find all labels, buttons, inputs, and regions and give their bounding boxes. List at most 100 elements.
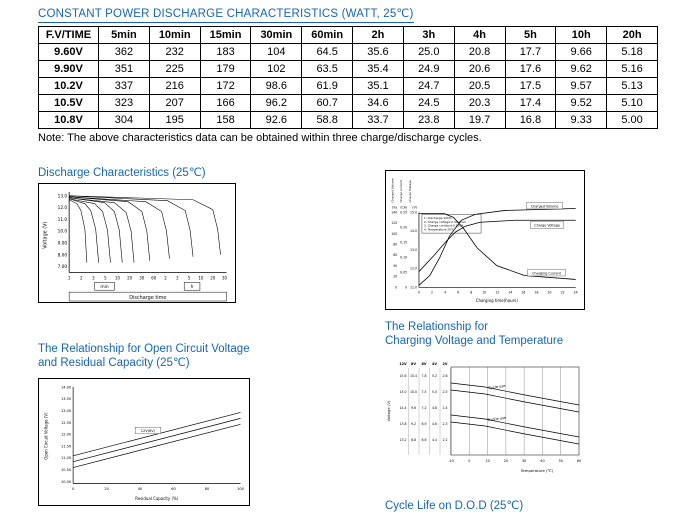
value-cell: 362 [98, 43, 150, 61]
percent-tick-labels: 140 120 100 80 60 40 20 0 [391, 210, 397, 289]
tick-label: 60 [577, 459, 581, 463]
trickle-use-line [450, 414, 580, 438]
tick-label: 60 [393, 253, 397, 257]
tick-label: 0 [395, 285, 397, 289]
ocv-chart-svg: Open Circuit Voltage (V) 14.00 13.50 13.00… [44, 385, 245, 501]
x-tick-labels: 0 20 40 60 80 100 [72, 487, 245, 491]
tick-label: 15.0 [399, 390, 406, 394]
x-axis-label: Discharge time [129, 295, 166, 301]
column-header: 3h [402, 26, 455, 44]
value-cell: 61.9 [301, 77, 354, 95]
tick-label: 2.6 [442, 374, 447, 378]
cycle-life-caption: Cycle Life on D.O.D (25℃) [385, 500, 524, 512]
xlabel-box [68, 291, 227, 302]
ocv-title-line1: The Relationship for Open Circuit Voltag… [38, 343, 250, 355]
value-cell: 5.13 [606, 77, 658, 95]
x-axis-label: Temperature (℃) [520, 468, 554, 473]
value-cell: 5.18 [606, 43, 658, 61]
cycle-use-label: Cycle use [488, 384, 506, 390]
tick-label: 9.6 [411, 406, 416, 410]
v-tick-labels: 15.0 14.0 13.0 12.0 11.0 [410, 210, 417, 289]
legend-line: 3. Charge constant:0.25CA [424, 224, 464, 228]
value-cell: 24.7 [402, 77, 455, 95]
tick-label: 0 [72, 487, 75, 491]
tick-label: 13.2 [399, 438, 406, 442]
plot-frame [450, 366, 580, 456]
table-header-row: F.V/TIME 5min 10min 15min 30min 60min 2h… [38, 26, 658, 44]
value-cell: 20.6 [453, 60, 506, 78]
cycle-use-line [450, 389, 580, 413]
x-tick-labels-h: 2 3 5 10 20 30 [164, 275, 227, 280]
column-header: 15min [199, 26, 252, 44]
discharge-chart-svg: Voltage (V) 13.0 12.0 11.0 10.0 9.00 8.00 7.00… [43, 191, 228, 302]
tick-label: 1 [68, 275, 71, 280]
value-cell: 102 [250, 60, 303, 78]
cycle-use-line [450, 382, 580, 406]
tick-label: 14 [508, 291, 512, 295]
power-table-body: 9.60V 362 232 183 104 64.5 35.6 25.0 20.8 17.7 9.6… [38, 43, 658, 129]
tick-label: 100 [237, 487, 244, 491]
y-tick-row: 13.2 8.8 6.6 4.4 2.2 [399, 438, 447, 442]
table-row: 9.60V 362 232 183 104 64.5 35.6 25.0 20.8 17.7 9.6… [38, 43, 658, 61]
tick-label: 5.2 [432, 374, 437, 378]
hour-unit-label: h [191, 284, 194, 290]
column-header: 60min [301, 26, 354, 44]
grid-lines [469, 367, 561, 455]
min-unit-box [94, 282, 115, 291]
temp-chart: Voltage (V) 12V 8V 6V 4V 2V 15.6 10.4 7.8 5.2 2.… [385, 355, 585, 490]
trickle-use-label: Trickle use [486, 416, 507, 423]
tick-label: 0.10 [400, 255, 407, 259]
value-cell: 179 [199, 60, 252, 78]
ocv-chart-title: The Relationship for Open Circuit Voltag… [38, 342, 250, 370]
value-cell: 98.6 [250, 77, 303, 95]
y-tick-row: 15.6 10.4 7.8 5.2 2.6 [399, 374, 447, 378]
value-cell: 225 [148, 60, 201, 78]
value-cell: 166 [199, 94, 252, 112]
value-cell: 60.7 [301, 94, 354, 112]
tick-label: 7.5 [421, 390, 426, 394]
tick-label: 140 [391, 210, 397, 214]
tick-label: 6.6 [421, 438, 426, 442]
temp-title-line2: Charging Voltage and Temperature [385, 335, 564, 347]
charged-volume-label-box [526, 202, 564, 210]
value-cell: 17.4 [504, 94, 557, 112]
value-cell: 96.2 [250, 94, 303, 112]
discharge-chart: Voltage (V) 13.0 12.0 11.0 10.0 9.00 8.00 7.00… [38, 183, 236, 303]
discharge-curve [69, 199, 88, 263]
tick-label: 0 [418, 291, 420, 295]
tick-label: 0.15 [400, 240, 407, 244]
note-text: Note: The above characteristics data can… [38, 132, 482, 144]
ocv-line [73, 418, 241, 463]
tick-label: 11.00 [61, 456, 72, 460]
tick-label: 9.2 [411, 422, 416, 426]
table-row: 10.5V 323 207 166 96.2 60.7 34.6 24.5 20.3 17.4 9.… [38, 94, 658, 112]
tick-label: 4.8 [432, 406, 437, 410]
tick-label: 11.0 [410, 285, 417, 289]
fv-cell: 9.90V [38, 60, 99, 78]
value-cell: 207 [148, 94, 201, 112]
charging-chart: Charged Volume Charge Current Charge Vol… [385, 170, 585, 310]
tick-label: 5.0 [432, 390, 437, 394]
tick-label: 12.0 [410, 267, 417, 271]
tick-label: 20 [104, 487, 109, 491]
value-cell: 323 [98, 94, 150, 112]
tick-label: 2.2 [442, 438, 447, 442]
tick-label: 24 [574, 291, 578, 295]
value-cell: 35.6 [352, 43, 404, 61]
y-tick-row: 14.4 9.6 7.2 4.8 2.4 [399, 406, 447, 410]
tick-label: 2V [443, 362, 448, 366]
value-cell: 9.66 [555, 43, 608, 61]
charged-volume-label: Charged Volume [531, 204, 559, 208]
tick-label: 20 [127, 275, 132, 280]
min-unit-label: min [100, 284, 109, 290]
tick-label: 20 [210, 275, 215, 280]
discharge-curve [69, 196, 170, 259]
tick-label: -10 [448, 459, 454, 463]
charging-chart-svg: Charged Volume Charge Current Charge Vol… [390, 178, 578, 303]
tick-label: 10.0 [410, 390, 417, 394]
unit-v: (V) [412, 205, 417, 209]
value-cell: 20.8 [453, 43, 506, 61]
tick-label: 7.8 [421, 374, 426, 378]
axes [418, 212, 576, 288]
tick-label: 20 [393, 275, 397, 279]
